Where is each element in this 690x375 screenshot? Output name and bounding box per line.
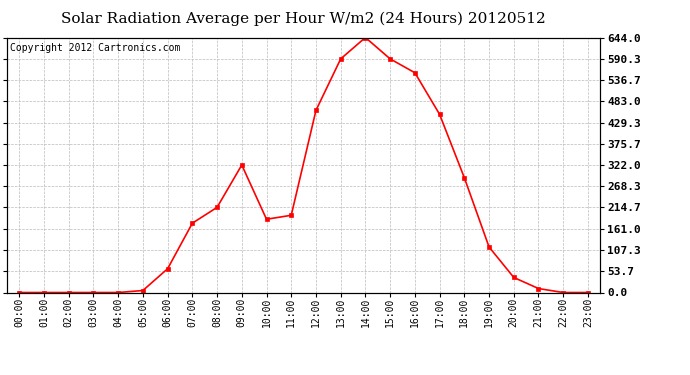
Text: Solar Radiation Average per Hour W/m2 (24 Hours) 20120512: Solar Radiation Average per Hour W/m2 (2…: [61, 11, 546, 26]
Text: Copyright 2012 Cartronics.com: Copyright 2012 Cartronics.com: [10, 43, 180, 52]
